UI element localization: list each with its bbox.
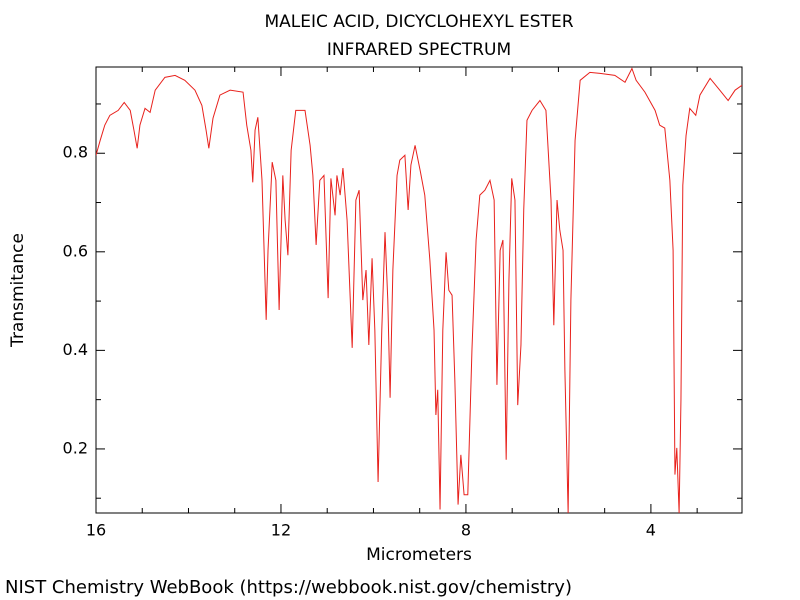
x-tick-label: 8 <box>461 521 471 540</box>
x-axis-label: Micrometers <box>366 545 472 565</box>
y-tick-label: 0.8 <box>63 143 88 162</box>
spectrum-line <box>96 67 742 513</box>
chart-title: MALEIC ACID, DICYCLOHEXYL ESTER <box>264 12 573 32</box>
y-tick-label: 0.6 <box>63 241 88 260</box>
x-tick-label: 4 <box>646 521 656 540</box>
footer-credit: NIST Chemistry WebBook (https://webbook.… <box>5 577 572 598</box>
plot-frame <box>95 66 743 514</box>
x-tick-label: 16 <box>86 521 106 540</box>
chart-subtitle: INFRARED SPECTRUM <box>327 40 511 60</box>
y-axis-label: Transmitance <box>8 233 28 348</box>
x-tick-label: 12 <box>271 521 291 540</box>
y-tick-label: 0.4 <box>63 340 88 359</box>
y-tick-label: 0.2 <box>63 438 88 457</box>
